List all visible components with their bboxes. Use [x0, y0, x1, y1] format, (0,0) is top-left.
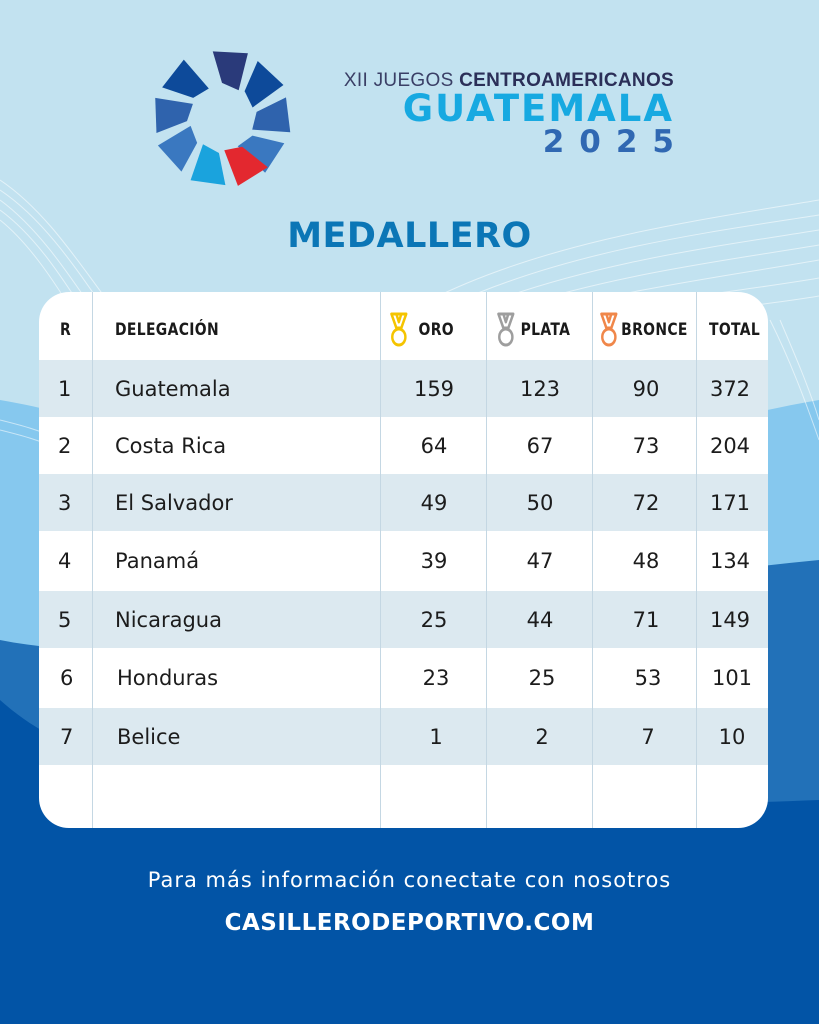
- table-header-row: R DELEGACIÓN ORO PLATA BRONCE TOTAL: [39, 300, 768, 360]
- bronze-cell: 90: [632, 376, 660, 401]
- column-divider: [486, 292, 487, 828]
- silver-cell: 50: [526, 490, 554, 515]
- bronze-cell: 73: [632, 433, 660, 458]
- event-host-country: GUATEMALA: [402, 87, 674, 130]
- bronze-cell: 7: [641, 724, 655, 749]
- silver-cell: 123: [519, 376, 561, 401]
- delegation-cell: Belice: [117, 724, 181, 749]
- silver-medal-icon: [497, 312, 515, 347]
- silver-cell: 2: [535, 724, 549, 749]
- column-divider: [696, 292, 697, 828]
- event-edition: XII JUEGOS CENTROAMERICANOS: [343, 70, 674, 91]
- footer-website-link[interactable]: CASILLERODEPORTIVO.COM: [224, 910, 595, 936]
- gold-cell: 39: [420, 549, 448, 573]
- total-cell: 101: [711, 666, 753, 690]
- column-divider: [380, 292, 381, 828]
- gold-cell: 64: [420, 433, 448, 458]
- rank-cell: 2: [58, 433, 72, 458]
- silver-cell: 44: [526, 607, 554, 632]
- header-rank: R: [60, 320, 72, 340]
- column-divider: [92, 292, 93, 828]
- bronze-cell: 72: [632, 490, 660, 515]
- gold-cell: 159: [413, 376, 455, 401]
- gold-medal-icon: [390, 312, 408, 347]
- total-cell: 10: [718, 724, 746, 749]
- rank-cell: 1: [58, 376, 72, 401]
- table-row: 2 Costa Rica 64 67 73 204: [39, 417, 768, 474]
- gold-cell: 25: [420, 607, 448, 632]
- spiral-logo-icon: [155, 51, 291, 186]
- header-gold: ORO: [389, 300, 454, 360]
- delegation-cell: Guatemala: [115, 376, 231, 401]
- bronze-cell: 53: [634, 666, 662, 690]
- total-cell: 372: [709, 376, 751, 401]
- delegation-cell: Panamá: [115, 549, 200, 573]
- table-row: 7 Belice 1 2 7 10: [39, 708, 768, 765]
- header-silver: PLATA: [496, 300, 570, 360]
- silver-cell: 47: [526, 549, 554, 573]
- total-cell: 204: [709, 433, 751, 458]
- total-cell: 171: [709, 490, 751, 515]
- event-logo-text: XII JUEGOS CENTROAMERICANOS GUATEMALA 20…: [304, 70, 674, 158]
- header-total: TOTAL: [709, 320, 761, 340]
- header-bronze: BRONCE: [599, 300, 688, 360]
- bronze-cell: 71: [632, 607, 660, 632]
- table-row: 3 El Salvador 49 50 72 171: [39, 474, 768, 531]
- medal-table: R DELEGACIÓN ORO PLATA BRONCE TOTAL 1 Gu…: [39, 292, 768, 828]
- footer-tagline: Para más información conectate con nosot…: [147, 868, 672, 892]
- table-row: 4 Panamá 39 47 48 134: [39, 531, 768, 591]
- bronze-medal-icon: [600, 312, 618, 347]
- header-delegation: DELEGACIÓN: [115, 320, 219, 340]
- rank-cell: 7: [60, 724, 74, 749]
- column-divider: [592, 292, 593, 828]
- event-year: 2025: [542, 124, 689, 160]
- rank-cell: 6: [60, 666, 74, 690]
- rank-cell: 3: [58, 490, 72, 515]
- rank-cell: 4: [58, 549, 72, 573]
- delegation-cell: Honduras: [117, 666, 219, 690]
- total-cell: 134: [709, 549, 751, 573]
- silver-cell: 25: [528, 666, 556, 690]
- delegation-cell: Nicaragua: [115, 607, 222, 632]
- page-title: MEDALLERO: [287, 216, 532, 256]
- total-cell: 149: [709, 607, 751, 632]
- table-row: 1 Guatemala 159 123 90 372: [39, 360, 768, 417]
- table-row: 6 Honduras 23 25 53 101: [39, 648, 768, 708]
- delegation-cell: Costa Rica: [115, 433, 227, 458]
- gold-cell: 23: [422, 666, 450, 690]
- table-row: 5 Nicaragua 25 44 71 149: [39, 591, 768, 648]
- silver-cell: 67: [526, 433, 554, 458]
- bronze-cell: 48: [632, 549, 660, 573]
- gold-cell: 1: [429, 724, 443, 749]
- rank-cell: 5: [58, 607, 72, 632]
- delegation-cell: El Salvador: [115, 490, 233, 515]
- gold-cell: 49: [420, 490, 448, 515]
